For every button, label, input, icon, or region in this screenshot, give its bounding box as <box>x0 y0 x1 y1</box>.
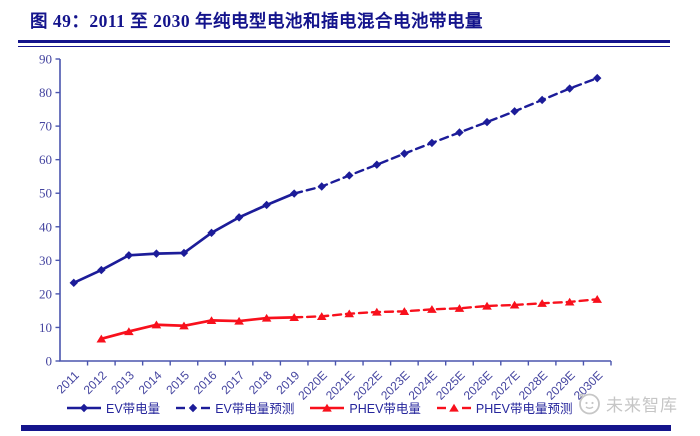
data-point-EV带电量预测 <box>593 73 602 83</box>
legend-item-phev-actual: PHEV带电量 <box>309 398 421 417</box>
series-line-EV带电量 <box>72 192 296 285</box>
legend-item-phev-forecast: PHEV带电量预测 <box>436 398 573 417</box>
y-tick-label: 0 <box>46 354 53 369</box>
data-point-EV带电量预测 <box>372 160 382 169</box>
data-point-PHEV带电量预测 <box>509 300 520 309</box>
legend-item-ev-actual: EV带电量 <box>66 398 160 417</box>
x-tick-label: 2011 <box>54 368 82 396</box>
data-point-EV带电量预测 <box>510 107 519 116</box>
data-point-EV带电量预测 <box>400 149 409 158</box>
title-separator-rule <box>18 40 670 47</box>
data-point-PHEV带电量预测 <box>564 297 575 306</box>
y-tick-label: 90 <box>39 52 52 67</box>
legend-label: EV带电量预测 <box>215 402 295 416</box>
data-point-PHEV带电量预测 <box>454 304 465 312</box>
data-point-PHEV带电量预测 <box>316 312 327 320</box>
legend-marker-phev-solid-line-triangle-icon <box>310 403 345 412</box>
data-point-EV带电量预测 <box>482 117 492 127</box>
data-point-PHEV带电量预测 <box>592 295 603 303</box>
x-tick-label: 2017 <box>218 368 247 397</box>
data-point-PHEV带电量 <box>261 313 272 322</box>
y-tick-label: 50 <box>39 186 52 201</box>
series-line-PHEV带电量预测 <box>292 298 599 319</box>
data-point-PHEV带电量 <box>234 316 244 325</box>
data-point-PHEV带电量预测 <box>372 307 382 316</box>
data-point-PHEV带电量预测 <box>537 299 547 307</box>
data-point-PHEV带电量 <box>124 327 134 336</box>
figure-title: 图 49：2011 至 2030 年纯电型电池和插电混合电池带电量 <box>30 11 484 31</box>
legend-label: PHEV带电量预测 <box>475 402 573 416</box>
x-tick-label: 2012 <box>81 368 110 397</box>
line-chart: 0102030405060708090201120122013201420152… <box>39 52 612 400</box>
y-tick-label: 70 <box>39 119 52 134</box>
y-tick-label: 60 <box>39 152 52 167</box>
data-point-EV带电量预测 <box>317 182 326 191</box>
data-point-EV带电量 <box>152 249 161 258</box>
data-point-EV带电量 <box>69 278 78 288</box>
y-tick-label: 30 <box>39 253 52 268</box>
chart-legend: EV带电量 EV带电量预测 PHEV带电量 PHEV带电量预测 <box>66 398 572 417</box>
watermark: 未来智库 <box>576 390 678 416</box>
data-point-EV带电量预测 <box>565 84 574 93</box>
x-tick-label: 2013 <box>108 368 137 397</box>
data-point-EV带电量预测 <box>537 95 547 105</box>
legend-label: PHEV带电量 <box>349 402 421 416</box>
legend-marker-phev-dashed-line-triangle-icon <box>436 403 471 412</box>
data-point-PHEV带电量 <box>151 320 162 329</box>
data-point-PHEV带电量 <box>96 334 107 343</box>
x-tick-label: 2014 <box>136 368 165 397</box>
data-point-PHEV带电量预测 <box>482 301 492 310</box>
series-line-EV带电量预测 <box>292 76 599 195</box>
x-tick-label: 2016 <box>191 368 220 397</box>
x-tick-label: 2018 <box>246 368 275 397</box>
data-point-PHEV带电量预测 <box>427 305 437 313</box>
y-tick-label: 10 <box>39 320 52 335</box>
data-point-EV带电量 <box>97 265 106 275</box>
data-point-EV带电量 <box>124 251 134 260</box>
data-point-EV带电量预测 <box>345 171 354 180</box>
footer-accent-bar <box>21 425 671 431</box>
legend-marker-ev-solid-line-diamond-icon <box>67 403 101 412</box>
data-point-EV带电量 <box>179 248 189 258</box>
whale-cartoon-icon <box>579 393 600 415</box>
legend-marker-ev-dashed-line-diamond-icon <box>176 403 211 412</box>
data-point-EV带电量 <box>262 200 271 210</box>
data-point-PHEV带电量 <box>179 321 189 330</box>
y-tick-label: 40 <box>39 219 52 234</box>
series-line-PHEV带电量 <box>99 316 296 341</box>
legend-label: EV带电量 <box>106 402 161 416</box>
data-point-PHEV带电量预测 <box>344 309 355 318</box>
watermark-text: 未来智库 <box>606 395 678 415</box>
data-point-PHEV带电量 <box>206 316 217 324</box>
data-point-EV带电量 <box>234 213 244 222</box>
data-point-PHEV带电量预测 <box>399 307 410 315</box>
x-tick-label: 2015 <box>163 368 192 397</box>
data-point-EV带电量预测 <box>455 128 464 137</box>
legend-item-ev-forecast: EV带电量预测 <box>175 398 294 417</box>
data-point-EV带电量预测 <box>427 138 437 148</box>
y-tick-label: 80 <box>39 85 52 100</box>
y-tick-label: 20 <box>39 286 52 301</box>
data-point-EV带电量 <box>207 228 216 238</box>
